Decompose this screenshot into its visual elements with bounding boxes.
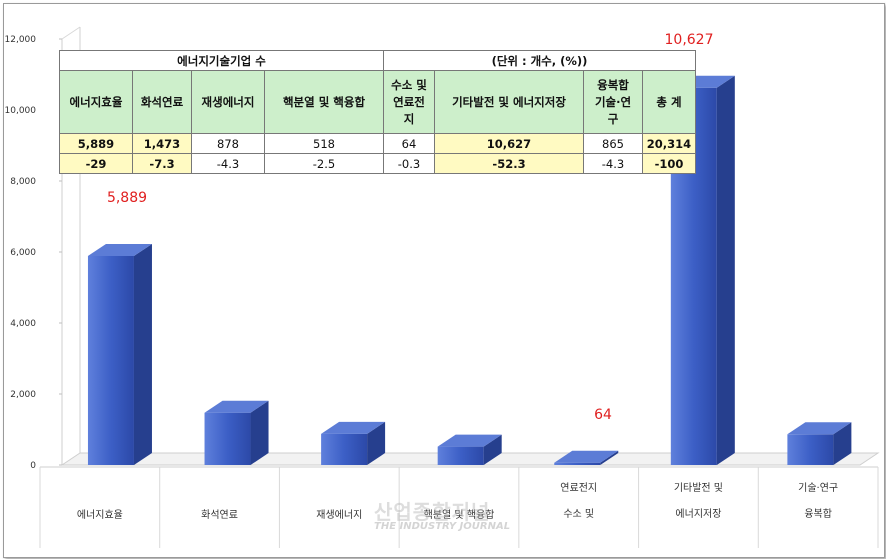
table-header-cell: 에너지효율 xyxy=(59,70,133,134)
table-cell-count: 5,889 xyxy=(59,133,133,154)
table-header-cell: 기타발전 및 에너지저장 xyxy=(434,70,584,134)
bar-top xyxy=(321,421,386,434)
y-tick-label: 12,000 xyxy=(5,35,37,45)
table-cell-change: -2.5 xyxy=(264,153,384,174)
data-label: 5,889 xyxy=(107,190,147,206)
data-label: 64 xyxy=(594,407,612,423)
table-header-cell: 화석연료 xyxy=(132,70,192,134)
category-label: 융복합 xyxy=(804,508,832,520)
table-cell-change: -100 xyxy=(642,153,696,174)
table-cell-change: -29 xyxy=(59,153,133,174)
bar-side xyxy=(133,243,152,465)
category-label: 에너지저장 xyxy=(675,508,721,520)
table-unit: (단위 : 개수, (%)) xyxy=(383,50,696,71)
table-cell-count: 10,627 xyxy=(434,133,584,154)
table-row-counts: 5,889 1,473 878 518 64 10,627 865 20,314 xyxy=(59,133,696,154)
table-cell-change: -4.3 xyxy=(583,153,643,174)
table-cell-change: -0.3 xyxy=(383,153,435,174)
bar-side xyxy=(250,400,269,465)
bar-top xyxy=(87,243,152,256)
category-label: 핵분열 및 핵융합 xyxy=(424,509,495,521)
table-header-cell: 핵분열 및 핵융합 xyxy=(264,70,384,134)
bar-top xyxy=(554,450,619,463)
bar-top xyxy=(204,400,269,413)
bar-front xyxy=(554,462,601,465)
table-cell-change: -7.3 xyxy=(132,153,192,174)
category-label: 에너지효율 xyxy=(77,509,123,521)
bar-side xyxy=(716,75,735,465)
table-cell-count: 1,473 xyxy=(132,133,192,154)
y-tick-label: 2,000 xyxy=(10,390,36,400)
table-cell-count: 20,314 xyxy=(642,133,696,154)
watermark-logo: 산업종합저널 xyxy=(374,500,491,524)
bar-front xyxy=(787,434,834,465)
bar-front xyxy=(87,255,134,465)
table-title: 에너지기술기업 수 xyxy=(59,50,384,71)
category-label: 기술·연구 xyxy=(798,482,838,494)
data-table: 에너지기술기업 수 (단위 : 개수, (%)) 에너지효율 화석연료 재생에너지 핵… xyxy=(59,50,696,174)
category-label: 기타발전 및 xyxy=(674,482,723,494)
table-cell-count: 878 xyxy=(191,133,265,154)
bar-side xyxy=(833,422,852,465)
table-cell-change: -52.3 xyxy=(434,153,584,174)
bar-front xyxy=(437,446,484,465)
table-header-row: 에너지효율 화석연료 재생에너지 핵분열 및 핵융합 수소 및 연료전 지 기타발전 및 에너… xyxy=(59,70,696,134)
table-header-cell: 총 계 xyxy=(642,70,696,134)
table-cell-count: 518 xyxy=(264,133,384,154)
watermark-subtitle: THE INDUSTRY JOURNAL xyxy=(374,521,511,532)
table-row-changes: -29 -7.3 -4.3 -2.5 -0.3 -52.3 -4.3 -100 xyxy=(59,153,696,174)
bar-front xyxy=(204,412,251,465)
table-header-cell: 융복합 기술·연 구 xyxy=(583,70,643,134)
data-label: 10,627 xyxy=(665,32,714,48)
category-label: 재생에너지 xyxy=(316,509,362,521)
y-tick-label: 0 xyxy=(30,461,36,471)
bar-top xyxy=(787,422,852,435)
table-header-cell: 수소 및 연료전 지 xyxy=(383,70,435,134)
table-cell-count: 865 xyxy=(583,133,643,154)
category-label: 연료전지 xyxy=(560,482,597,494)
bar-side xyxy=(483,434,502,465)
bar-front xyxy=(321,433,368,465)
y-tick-label: 8,000 xyxy=(10,177,36,187)
side-wall-top xyxy=(61,26,81,40)
bar-side xyxy=(600,450,619,465)
y-tick-label: 4,000 xyxy=(10,319,36,329)
category-label: 화석연료 xyxy=(201,509,238,521)
table-cell-count: 64 xyxy=(383,133,435,154)
category-label: 수소 및 xyxy=(563,508,594,520)
y-tick-label: 6,000 xyxy=(10,248,36,258)
y-tick-label: 10,000 xyxy=(5,106,37,116)
table-header-cell: 재생에너지 xyxy=(191,70,265,134)
bar-top xyxy=(437,434,502,447)
table-cell-change: -4.3 xyxy=(191,153,265,174)
bar-side xyxy=(367,421,386,465)
